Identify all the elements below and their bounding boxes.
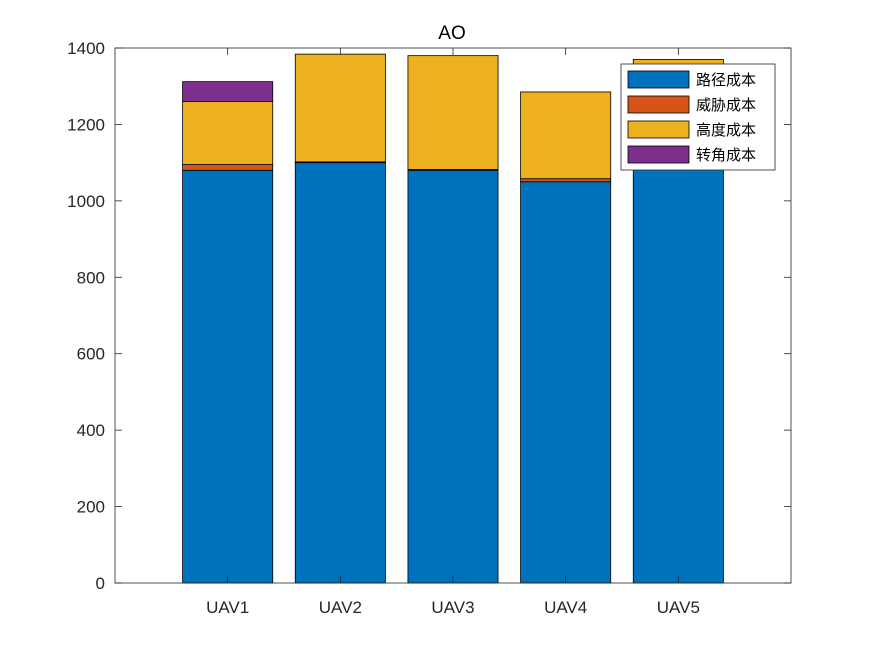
legend-label: 威胁成本: [696, 96, 756, 114]
y-tick-label: 0: [96, 574, 105, 593]
bar-uav1-series-1: [182, 169, 274, 584]
x-tick-label: UAV2: [319, 598, 362, 617]
y-tick-label: 600: [77, 345, 105, 364]
bar-uav2-series-1: [294, 162, 386, 584]
y-tick-label: 1000: [67, 192, 105, 211]
legend-swatch: [627, 120, 690, 139]
legend-swatch: [627, 145, 690, 164]
x-tick-label: UAV5: [657, 598, 700, 617]
chart-title: AO: [438, 23, 465, 44]
y-tick-label: 1400: [67, 39, 105, 58]
bar-uav4-series-2: [520, 178, 612, 183]
bars-layer: [182, 53, 724, 584]
legend-label: 高度成本: [696, 121, 756, 139]
y-tick-label: 800: [77, 268, 105, 287]
x-tick-label: UAV3: [431, 598, 474, 617]
bar-uav1-series-2: [182, 164, 274, 171]
bar-uav1-series-4: [182, 81, 274, 102]
bar-uav4-series-3: [520, 91, 612, 180]
y-tick-label: 200: [77, 498, 105, 517]
legend-label: 路径成本: [696, 71, 756, 89]
bar-uav1-series-3: [182, 101, 274, 165]
y-tick-label: 400: [77, 421, 105, 440]
bar-uav3-series-3: [407, 55, 499, 170]
y-tick-label: 1200: [67, 115, 105, 134]
legend-swatch: [627, 95, 690, 114]
ticks-layer: 0 200 400 600 800 1000 1200 1400 UAV1 UAV2 UAV3 UAV…: [67, 39, 791, 617]
bar-uav4-series-1: [520, 181, 612, 584]
legend-label: 转角成本: [696, 146, 756, 164]
bar-uav5-series-1: [632, 162, 724, 584]
bar-uav2-series-3: [294, 53, 386, 163]
x-tick-label: UAV1: [206, 598, 249, 617]
x-tick-label: UAV4: [544, 598, 587, 617]
legend-swatch: [627, 70, 690, 89]
bar-uav3-series-1: [407, 169, 499, 584]
